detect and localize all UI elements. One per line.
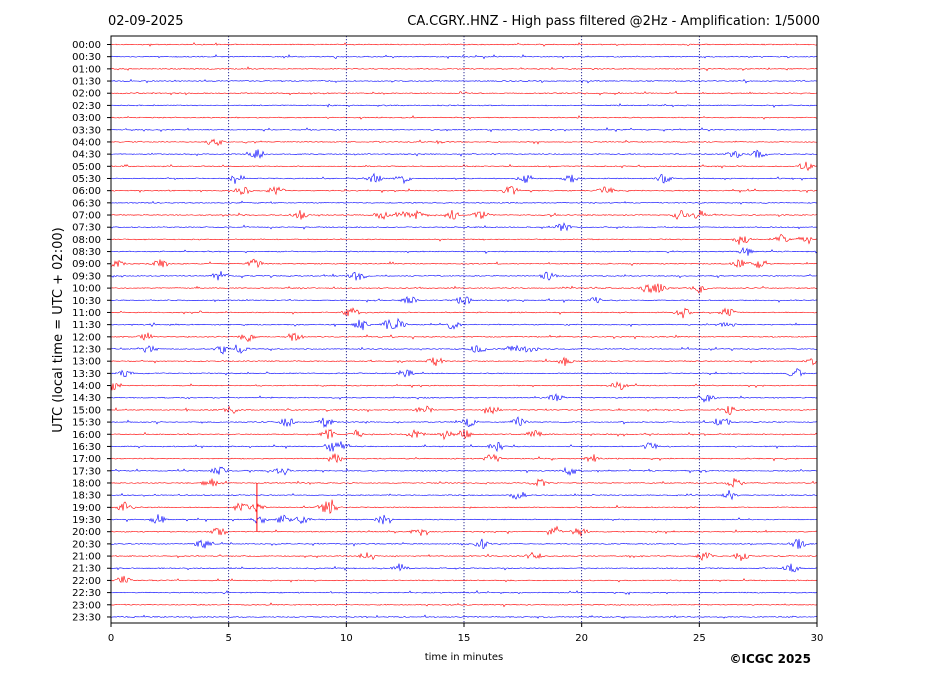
y-tick-label: 18:00 [72,478,101,489]
y-tick-label: 10:00 [72,284,101,295]
y-tick-label: 23:30 [72,612,101,623]
y-tick-label: 13:00 [72,357,101,368]
trace-row [110,551,818,561]
y-tick-label: 22:00 [72,576,101,587]
y-tick-label: 02:30 [72,101,101,112]
trace-row [110,222,818,232]
y-tick-label: 01:30 [72,77,101,88]
y-tick-label: 03:00 [72,113,101,124]
y-tick-label: 14:00 [72,381,101,392]
trace-row [110,172,818,185]
x-axis-label: time in minutes [425,652,504,663]
trace-row [110,393,818,403]
y-tick-label: 08:00 [72,235,101,246]
x-tick-label: 15 [458,633,471,644]
y-tick-label: 11:30 [72,320,101,331]
trace-row [111,428,818,441]
trace-row [110,200,818,205]
copyright-label: ©ICGC 2025 [729,652,811,666]
y-tick-label: 07:00 [72,211,101,222]
y-tick-label: 17:30 [72,466,101,477]
x-tick-layer: 0 5 10 15 20 25 30 [108,623,824,644]
x-tick-label: 0 [108,633,114,644]
trace-row [110,186,818,196]
y-tick-label: 18:30 [72,491,101,502]
trace-row [110,42,818,47]
y-tick-label: 14:30 [72,393,101,404]
y-tick-label: 01:00 [72,64,101,75]
y-tick-label: 09:30 [72,271,101,282]
x-tick-label: 20 [575,633,588,644]
y-tick-label: 06:00 [72,186,101,197]
y-tick-label: 16:00 [72,430,101,441]
y-tick-label: 00:00 [72,40,101,51]
y-tick-label: 10:30 [72,296,101,307]
trace-row [110,453,818,464]
y-tick-label: 15:00 [72,405,101,416]
trace-row [110,490,818,501]
y-tick-label: 04:00 [72,137,101,148]
y-tick-label: 20:30 [72,539,101,550]
y-tick-label: 08:30 [72,247,101,258]
y-tick-label: 15:30 [72,418,101,429]
trace-row [110,246,818,256]
x-tick-label: 5 [225,633,231,644]
y-tick-label: 17:00 [72,454,101,465]
y-tick-label: 23:00 [72,600,101,611]
y-tick-label: 21:30 [72,564,101,575]
trace-row [110,614,818,620]
trace-row [110,405,818,416]
gridline-layer [228,36,700,623]
trace-row [110,381,818,391]
x-tick-label: 30 [811,633,824,644]
trace-row [110,209,818,220]
y-tick-label: 13:30 [72,369,101,380]
trace-row [110,233,818,245]
x-tick-label: 25 [693,633,706,644]
trace-row [110,466,818,476]
trace-row [110,590,818,596]
trace-row [110,271,818,281]
y-tick-label: 00:30 [72,52,101,63]
trace-row [110,416,818,428]
y-tick-label: 16:30 [72,442,101,453]
y-axis-label: UTC (local time = UTC + 02:00) [51,227,66,432]
trace-row [110,441,818,453]
y-tick-label: 07:30 [72,223,101,234]
y-tick-label: 05:30 [72,174,101,185]
trace-row [110,356,818,366]
y-tick-label: 09:00 [72,259,101,270]
trace-row [110,478,818,488]
y-tick-label: 12:30 [72,345,101,356]
y-tick-label: 19:00 [72,503,101,514]
y-tick-label: 21:00 [72,552,101,563]
y-tick-label: 20:00 [72,527,101,538]
trace-row [110,368,818,378]
y-tick-label: 05:00 [72,162,101,173]
chart-title: CA.CGRY..HNZ - High pass filtered @2Hz -… [407,14,820,29]
chart-date: 02-09-2025 [108,14,184,29]
plot-frame [110,35,818,624]
y-tick-label: 02:00 [72,89,101,100]
y-tick-label: 19:30 [72,515,101,526]
y-tick-label: 11:00 [72,308,101,319]
y-tick-label: 22:30 [72,588,101,599]
x-tick-label: 10 [340,633,353,644]
y-tick-label: 06:30 [72,198,101,209]
y-tick-label: 03:30 [72,125,101,136]
y-tick-label: 04:30 [72,150,101,161]
trace-row [110,258,818,269]
trace-row [110,602,818,608]
y-tick-label: 12:00 [72,332,101,343]
